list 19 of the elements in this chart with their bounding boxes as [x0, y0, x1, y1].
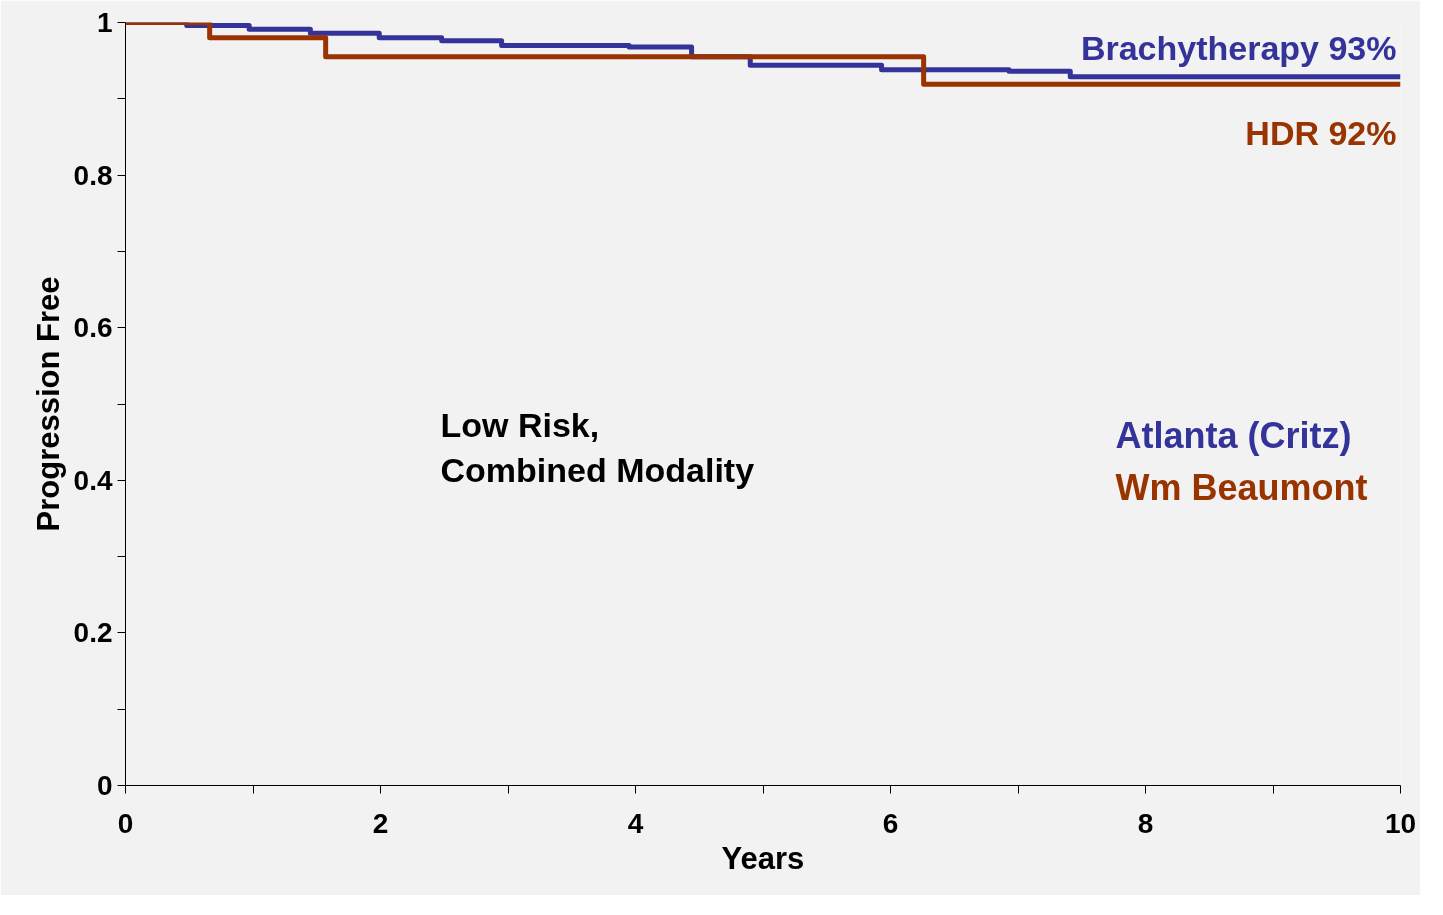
series-label: Brachytherapy 93%	[1080, 28, 1397, 67]
y-axis-title: Progression Free	[30, 276, 66, 532]
x-tick-label: 2	[372, 807, 389, 839]
y-tick-label: 0	[96, 770, 113, 801]
annotation: Wm Beaumont	[1115, 467, 1368, 508]
x-tick-label: 10	[1384, 807, 1417, 839]
y-tick-label: 0.6	[73, 312, 113, 344]
y-tick-label: 0.2	[73, 617, 113, 649]
y-tick-label: 0.8	[73, 159, 113, 191]
series-label: HDR 92%	[1245, 114, 1397, 153]
x-tick-label: 0	[117, 807, 134, 839]
x-axis-title: Years	[721, 840, 805, 876]
annotation: Low Risk, Combined Modality	[440, 405, 755, 490]
annotation: Atlanta (Critz)	[1115, 415, 1352, 456]
y-tick-label: 1	[96, 7, 113, 38]
x-tick-label: 8	[1137, 807, 1154, 839]
x-tick-label: 4	[627, 807, 644, 839]
y-tick-label: 0.4	[73, 464, 113, 496]
x-tick-label: 6	[882, 807, 899, 839]
